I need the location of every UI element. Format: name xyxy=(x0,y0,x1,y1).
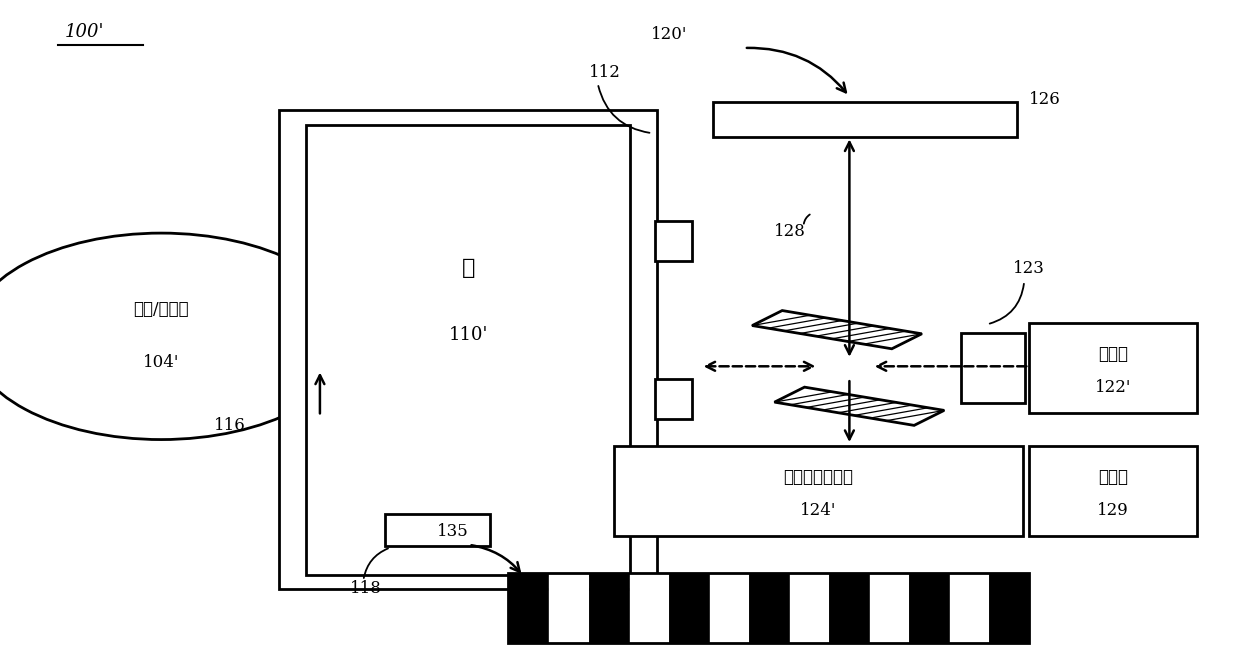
Text: 线性检测器阵列: 线性检测器阵列 xyxy=(784,469,853,486)
Text: 116: 116 xyxy=(213,416,246,434)
Text: 129: 129 xyxy=(1097,502,1128,519)
Text: 126: 126 xyxy=(1029,91,1061,108)
Text: 112: 112 xyxy=(589,63,621,81)
Bar xyxy=(384,514,490,546)
Bar xyxy=(869,573,909,643)
Bar xyxy=(961,333,1025,403)
Bar xyxy=(713,102,1017,137)
Bar xyxy=(279,110,657,589)
Bar xyxy=(668,573,709,643)
Bar xyxy=(614,446,1023,536)
Bar xyxy=(949,573,990,643)
Text: 滤波器: 滤波器 xyxy=(1097,469,1128,486)
Text: 123: 123 xyxy=(1013,260,1045,277)
Bar xyxy=(589,573,629,643)
Text: 110': 110' xyxy=(449,326,487,344)
Bar xyxy=(655,379,692,419)
Bar xyxy=(508,573,548,643)
Bar xyxy=(909,573,949,643)
Text: 124': 124' xyxy=(800,502,837,519)
Bar xyxy=(548,573,589,643)
Polygon shape xyxy=(753,310,921,349)
Text: 118: 118 xyxy=(350,579,382,597)
Bar xyxy=(709,573,749,643)
Bar xyxy=(629,573,668,643)
Polygon shape xyxy=(775,387,944,426)
Text: 盒: 盒 xyxy=(461,257,475,279)
Text: 120': 120' xyxy=(651,25,688,43)
Bar xyxy=(789,573,828,643)
Text: 104': 104' xyxy=(143,354,180,372)
Text: 128: 128 xyxy=(774,223,806,240)
Bar xyxy=(828,573,869,643)
Bar xyxy=(655,221,692,261)
Bar xyxy=(1029,323,1197,413)
Text: 100': 100' xyxy=(64,23,104,41)
Bar xyxy=(749,573,789,643)
Text: 激光器: 激光器 xyxy=(1097,346,1128,363)
Bar xyxy=(990,573,1029,643)
Bar xyxy=(306,125,630,575)
Text: 122': 122' xyxy=(1095,379,1131,396)
Bar xyxy=(1029,446,1197,536)
Text: 135: 135 xyxy=(436,523,469,540)
Text: 压力/真空源: 压力/真空源 xyxy=(134,301,188,318)
Bar xyxy=(508,573,1029,643)
